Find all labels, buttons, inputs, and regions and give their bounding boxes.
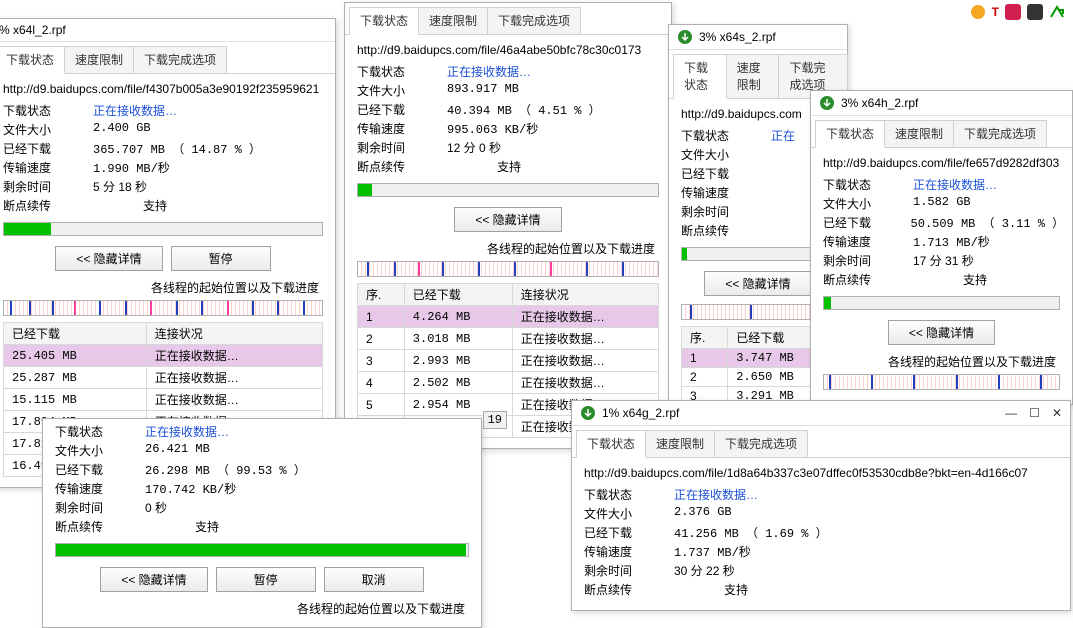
- url: http://d9.baidupcs.com/file/f4307b005a3e…: [3, 82, 323, 96]
- label-resume: 断点续传: [3, 197, 93, 214]
- download-window-4: 3% x64h_2.rpf 下载状态 速度限制 下载完成选项 http://d9…: [810, 90, 1073, 405]
- system-tray: T: [962, 0, 1073, 24]
- titlebar: 3% x64h_2.rpf: [811, 91, 1072, 116]
- table-row: 25.405 MB正在接收数据…: [4, 345, 323, 367]
- status-link[interactable]: 正在接收数据…: [145, 423, 229, 440]
- table-row: 23.018 MB正在接收数据…: [358, 328, 659, 350]
- maximize-icon[interactable]: ☐: [1029, 406, 1040, 420]
- url: http://d9.baidupcs.com/file/1d8a64b337c3…: [584, 466, 1058, 480]
- download-window-6: 1% x64g_2.rpf — ☐ ✕ 下载状态 速度限制 下载完成选项 htt…: [571, 400, 1071, 611]
- segment-bar: [3, 300, 323, 316]
- status-link[interactable]: 正在: [771, 127, 795, 144]
- tab-oncomplete[interactable]: 下载完成选项: [133, 46, 227, 73]
- idm-icon: [580, 405, 596, 421]
- progress-bar: [823, 296, 1060, 310]
- col-conn: 连接状况: [146, 323, 322, 345]
- hide-details-button[interactable]: << 隐藏详情: [454, 207, 561, 232]
- label-filesize: 文件大小: [3, 121, 93, 138]
- hide-details-button[interactable]: << 隐藏详情: [55, 246, 162, 271]
- seg-title: 各线程的起始位置以及下载进度: [3, 279, 323, 296]
- value-downloaded: 365.707 MB （ 14.87 % ）: [93, 140, 261, 157]
- value-speed: 1.990 MB/秒: [93, 159, 170, 176]
- tab-speed[interactable]: 速度限制: [726, 54, 780, 98]
- progress-bar: [3, 222, 323, 236]
- table-row: 15.115 MB正在接收数据…: [4, 389, 323, 411]
- tab-status[interactable]: 下载状态: [673, 54, 727, 99]
- tab-speed[interactable]: 速度限制: [64, 46, 134, 73]
- tab-oncomplete[interactable]: 下载完成选项: [953, 120, 1047, 147]
- seg-title: 各线程的起始位置以及下载进度: [357, 240, 659, 257]
- table-row: 32.993 MB正在接收数据…: [358, 350, 659, 372]
- tab-speed[interactable]: 速度限制: [884, 120, 954, 147]
- window-controls: — ☐ ✕: [1005, 406, 1062, 420]
- progress-bar: [357, 183, 659, 197]
- status-link[interactable]: 正在接收数据…: [93, 102, 177, 119]
- pause-button[interactable]: 暂停: [216, 567, 316, 592]
- tab-status[interactable]: 下载状态: [815, 120, 885, 148]
- segment-bar: [357, 261, 659, 277]
- label-status: 下载状态: [3, 102, 93, 119]
- window-title: 3% x64s_2.rpf: [699, 30, 776, 44]
- titlebar: % x64l_2.rpf: [0, 19, 335, 42]
- status-link[interactable]: 正在接收数据…: [913, 176, 997, 193]
- seg-title: 各线程的起始位置以及下载进度: [823, 353, 1060, 370]
- url: http://d9.baidupcs.com/file/fe657d9282df…: [823, 156, 1060, 170]
- tab-status[interactable]: 下载状态: [349, 7, 419, 35]
- label-downloaded: 已经下载: [3, 140, 93, 157]
- seg-title: 各线程的起始位置以及下载进度: [55, 600, 469, 617]
- extra-badge: 19: [483, 411, 507, 429]
- tabs: 下载状态 速度限制 下载完成选项: [345, 3, 671, 35]
- idm-icon: [819, 95, 835, 111]
- status-link[interactable]: 正在接收数据…: [674, 486, 758, 503]
- close-icon[interactable]: ✕: [1052, 406, 1062, 420]
- value-filesize: 2.400 GB: [93, 121, 151, 138]
- tab-speed[interactable]: 速度限制: [645, 430, 715, 457]
- window-title: 1% x64g_2.rpf: [602, 406, 679, 420]
- value-resume: 支持: [143, 197, 167, 214]
- hide-details-button[interactable]: << 隐藏详情: [888, 320, 995, 345]
- tab-status[interactable]: 下载状态: [576, 430, 646, 458]
- status-link[interactable]: 正在接收数据…: [447, 63, 531, 80]
- segment-bar: [823, 374, 1060, 390]
- progress-bar: [55, 543, 469, 557]
- tabs: 下载状态 速度限制 下载完成选项: [572, 426, 1070, 458]
- tabs: 下载状态 速度限制 下载完成选项: [0, 42, 335, 74]
- titlebar: 1% x64g_2.rpf — ☐ ✕: [572, 401, 1070, 426]
- titlebar: 3% x64s_2.rpf: [669, 25, 847, 50]
- window-title: % x64l_2.rpf: [0, 23, 66, 37]
- tabs: 下载状态 速度限制 下载完成选项: [811, 116, 1072, 148]
- pause-button[interactable]: 暂停: [171, 246, 271, 271]
- tab-status[interactable]: 下载状态: [0, 46, 65, 74]
- cancel-button[interactable]: 取消: [324, 567, 424, 592]
- col-done: 已经下载: [4, 323, 147, 345]
- idm-icon: [677, 29, 693, 45]
- value-remain: 5 分 18 秒: [93, 178, 147, 195]
- tab-oncomplete[interactable]: 下载完成选项: [714, 430, 808, 457]
- download-window-5: 下载状态正在接收数据… 文件大小26.421 MB 已经下载26.298 MB …: [42, 418, 482, 628]
- hide-details-button[interactable]: << 隐藏详情: [704, 271, 811, 296]
- download-window-2: 下载状态 速度限制 下载完成选项 http://d9.baidupcs.com/…: [344, 2, 672, 449]
- hide-details-button[interactable]: << 隐藏详情: [100, 567, 207, 592]
- tab-speed[interactable]: 速度限制: [418, 7, 488, 34]
- url: http://d9.baidupcs.com/file/46a4abe50bfc…: [357, 43, 659, 57]
- tab-oncomplete[interactable]: 下载完成选项: [487, 7, 581, 34]
- label-speed: 传输速度: [3, 159, 93, 176]
- window-title: 3% x64h_2.rpf: [841, 96, 918, 110]
- table-row: 25.287 MB正在接收数据…: [4, 367, 323, 389]
- table-row: 42.502 MB正在接收数据…: [358, 372, 659, 394]
- minimize-icon[interactable]: —: [1005, 406, 1017, 420]
- table-row: 14.264 MB正在接收数据…: [358, 306, 659, 328]
- label-remain: 剩余时间: [3, 178, 93, 195]
